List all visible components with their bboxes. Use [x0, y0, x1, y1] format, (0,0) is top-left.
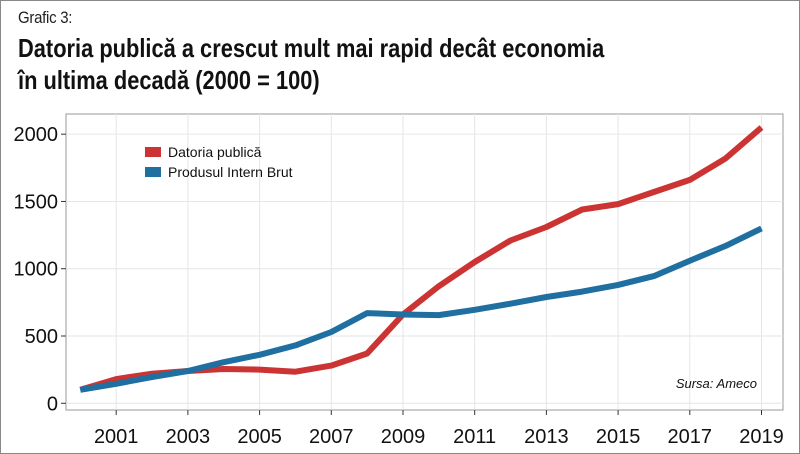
y-tick-label: 1000	[14, 259, 59, 281]
legend-label-debt: Datoria publică	[168, 144, 262, 160]
x-tick-label: 2001	[94, 426, 139, 448]
x-tick-label: 2013	[524, 426, 569, 448]
y-tick-label: 1500	[14, 191, 59, 213]
plot-panel	[65, 113, 784, 411]
y-tick-label: 2000	[14, 124, 59, 146]
x-tick-label: 2015	[596, 426, 641, 448]
series-lines	[79, 125, 764, 393]
x-tick-label: 2011	[453, 426, 496, 448]
x-tick-label: 2003	[166, 426, 211, 448]
chart-title: Datoria publică a crescut mult mai rapid…	[18, 32, 604, 96]
x-tick-label: 2007	[309, 426, 354, 448]
y-tick-label: 0	[47, 393, 58, 415]
y-tick-label: 500	[25, 326, 58, 348]
chart-title-line-2: în ultima decadă (2000 = 100)	[18, 65, 320, 95]
x-tick-label: 2005	[237, 426, 282, 448]
source-note: Sursa: Ameco	[676, 376, 757, 391]
legend-label-gdp: Produsul Intern Brut	[168, 164, 293, 180]
figure-label: Grafic 3:	[18, 8, 73, 27]
x-tick-label: 2019	[739, 426, 784, 448]
x-tick-label: 2009	[381, 426, 426, 448]
series-line-gdp	[79, 225, 763, 393]
legend-swatch-debt	[145, 147, 161, 157]
gridlines	[66, 114, 783, 410]
x-axis-ticks: 2001 2003 2005 2007 2009 2011 2013 2015 2017 2019	[94, 410, 784, 448]
legend: Datoria publică Produsul Intern Brut	[145, 144, 293, 180]
y-axis-ticks: 0 500 1000 1500 2000	[14, 124, 66, 415]
x-tick-label: 2017	[668, 426, 713, 448]
chart-title-line-1: Datoria publică a crescut mult mai rapid…	[18, 33, 605, 63]
legend-swatch-gdp	[145, 167, 161, 177]
